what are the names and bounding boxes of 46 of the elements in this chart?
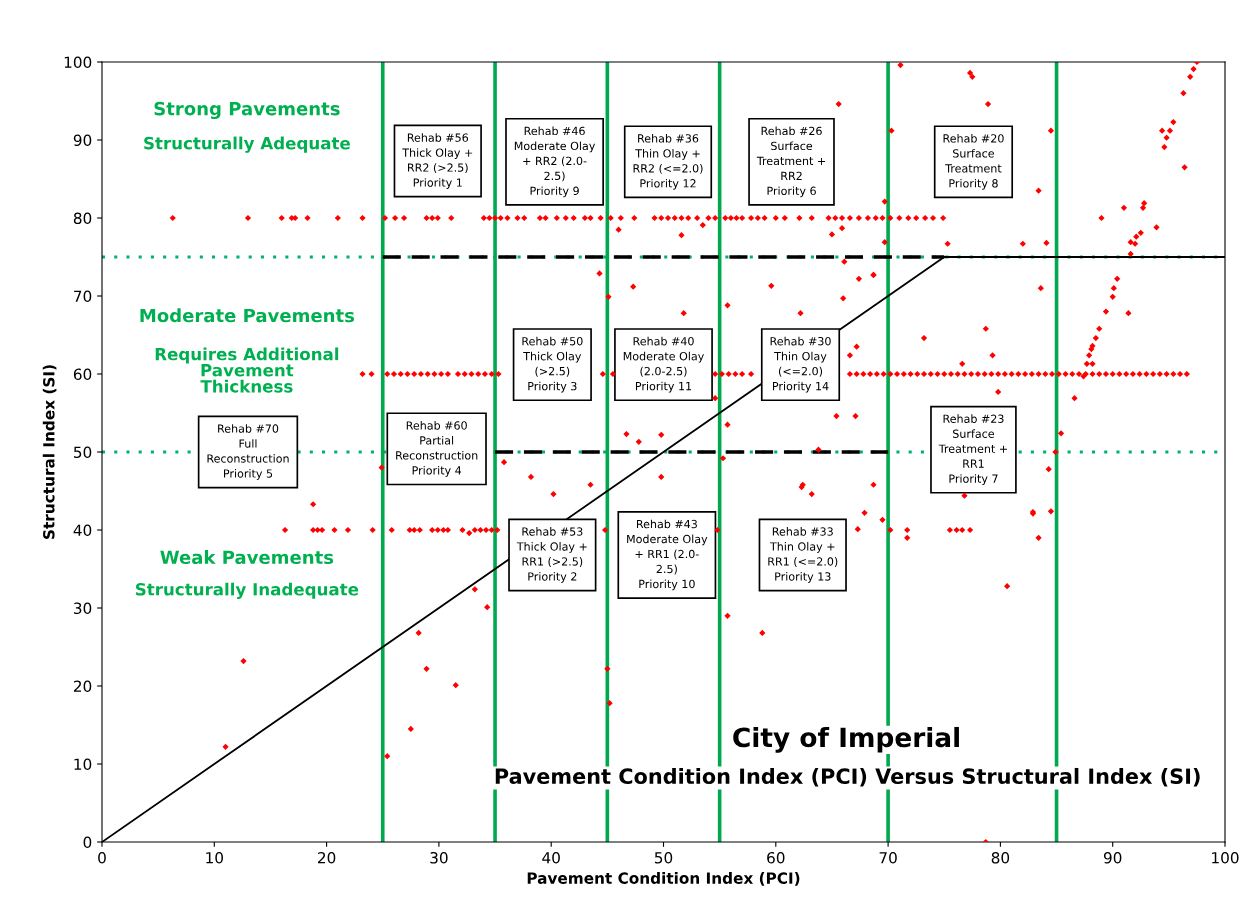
annotation: Rehab #40 Moderate Olay (2.0-2.5) Priority 11 bbox=[623, 336, 704, 393]
annotation: Rehab #30 Thin Olay (<=2.0) Priority 14 bbox=[770, 336, 831, 393]
text: Pavement Condition Index (PCI) Versus Structural Index (SI) bbox=[495, 767, 1200, 787]
x-axis-title: Pavement Condition Index (PCI) bbox=[527, 872, 800, 886]
x-tick-label: 90 bbox=[1103, 851, 1122, 864]
annotation: Strong Pavements bbox=[154, 101, 340, 120]
y-tick-label: 0 bbox=[83, 836, 92, 849]
annotation: Rehab #20 Surface Treatment Priority 8 bbox=[943, 134, 1004, 190]
annotation: Requires Additional Pavement Thickness bbox=[155, 347, 339, 393]
y-tick-label: 70 bbox=[74, 290, 92, 303]
annotation: Structurally Adequate bbox=[144, 136, 350, 153]
y-tick-label: 10 bbox=[74, 758, 92, 771]
annotation: Rehab #36 Thin Olay + RR2 (<=2.0) Priority 12 bbox=[633, 134, 703, 190]
annotation: Rehab #26 Surface Treatment + RR2 Priority 6 bbox=[756, 126, 826, 198]
y-tick-label: 60 bbox=[73, 368, 92, 381]
annotation: Rehab #23 Surface Treatment + RR1 Priority 7 bbox=[938, 414, 1007, 485]
annotation: Rehab #50 Thick Olay (>2.5) Priority 3 bbox=[522, 336, 583, 393]
y-tick-label: 40 bbox=[73, 524, 92, 537]
x-tick-label: 10 bbox=[206, 851, 224, 864]
x-tick-label: 50 bbox=[654, 851, 673, 864]
y-tick-label: 90 bbox=[73, 134, 92, 147]
x-tick-label: 20 bbox=[318, 851, 336, 864]
x-tick-label: 30 bbox=[430, 851, 448, 864]
annotation: Moderate Pavements bbox=[140, 308, 355, 323]
text: City of Imperial bbox=[733, 726, 959, 753]
annotation: Rehab #53 Thick Olay + RR1 (>2.5) Priority 2 bbox=[516, 527, 587, 583]
y-tick-label: 100 bbox=[64, 56, 92, 69]
y-tick-label: 20 bbox=[73, 680, 92, 693]
y-tick-label: 80 bbox=[73, 212, 92, 225]
x-tick-label: 0 bbox=[98, 851, 106, 864]
x-tick-label: 40 bbox=[542, 851, 560, 864]
y-axis-title: Structural Index (SI) bbox=[42, 365, 57, 539]
annotation: Structurally Inadequate bbox=[135, 582, 359, 599]
annotation: Weak Pavements bbox=[160, 550, 334, 565]
annotation: Rehab #46 Moderate Olay + RR2 (2.0- 2.5) Priority 9 bbox=[514, 126, 596, 198]
annotation: Rehab #56 Thick Olay + RR2 (>2.5) Priority 1 bbox=[402, 133, 473, 189]
x-tick-label: 70 bbox=[879, 851, 897, 864]
x-tick-label: 100 bbox=[1212, 851, 1239, 864]
annotation: Rehab #33 Thin Olay + RR1 (<=2.0) Priority 13 bbox=[768, 527, 838, 583]
annotation: Rehab #60 Partial Reconstruction Priority 4 bbox=[396, 421, 478, 477]
y-tick-label: 30 bbox=[74, 602, 92, 615]
y-tick-label: 50 bbox=[74, 446, 92, 459]
annotation: Rehab #70 Full Reconstruction Priority 5 bbox=[207, 424, 289, 480]
x-tick-label: 80 bbox=[991, 851, 1010, 864]
x-tick-label: 60 bbox=[767, 851, 785, 864]
annotation: Rehab #43 Moderate Olay + RR1 (2.0- 2.5) Priority 10 bbox=[627, 519, 708, 591]
